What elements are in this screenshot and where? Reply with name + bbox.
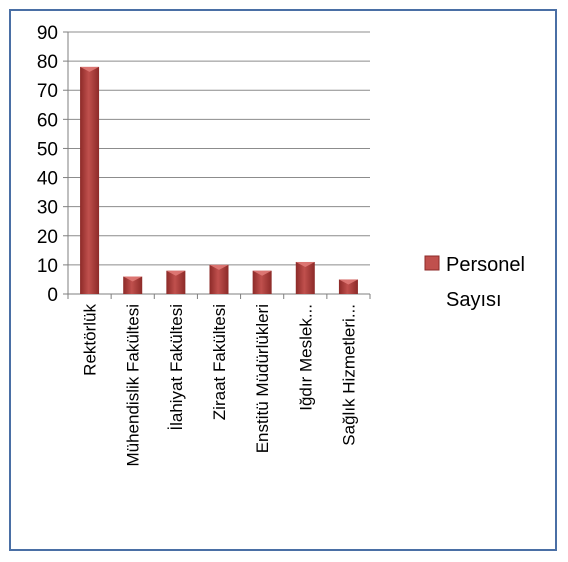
x-tick-label: Iğdır Meslek... (296, 304, 315, 411)
bar-body (295, 261, 315, 294)
legend-swatch (424, 255, 440, 271)
legend-label-line-1: Personel (446, 254, 525, 276)
y-tick-label: 20 (37, 227, 58, 248)
y-tick-labels: 0 10 20 30 40 50 60 70 80 90 (37, 23, 58, 306)
chart-frame (9, 9, 557, 551)
x-tick-label: İlahiyat Fakültesi (167, 304, 186, 431)
bar-cap (123, 276, 143, 282)
bar-body (80, 66, 100, 294)
bar-body (209, 264, 229, 294)
x-tick-label: Sağlık Hizmetleri... (339, 304, 358, 446)
bar-cap (166, 270, 186, 276)
y-tick-label: 40 (37, 169, 58, 190)
bar-cap (295, 261, 315, 267)
bar (252, 270, 272, 294)
x-tick-label: Mühendislik Fakültesi (124, 304, 143, 467)
x-tick-label: Rektörlük (81, 304, 100, 376)
legend-label-line-2: Sayısı (446, 289, 502, 311)
bar (166, 270, 186, 294)
bar (80, 66, 100, 294)
bars (80, 66, 358, 294)
x-tick-label: Enstitü Müdürlükleri (253, 304, 272, 453)
bar-body (338, 279, 358, 294)
bar (338, 279, 358, 294)
y-tick-label: 10 (37, 256, 58, 277)
x-tick-label: Ziraat Fakültesi (210, 304, 229, 420)
y-tick-label: 70 (37, 81, 58, 102)
bar-cap (338, 279, 358, 285)
y-tick-label: 30 (37, 198, 58, 219)
bar (123, 276, 143, 294)
bar-body (166, 270, 186, 294)
bar (209, 264, 229, 294)
bar-body (252, 270, 272, 294)
x-tick-labels: Rektörlük Mühendislik Fakültesi İlahiyat F… (81, 304, 359, 467)
bar-cap (252, 270, 272, 276)
bar-cap (209, 264, 229, 270)
y-tick-label: 80 (37, 52, 58, 73)
y-tick-label: 0 (47, 285, 58, 306)
legend: Personel Sayısı (424, 254, 525, 311)
y-tick-label: 90 (37, 23, 58, 44)
bar-body (123, 276, 143, 294)
y-tick-label: 60 (37, 110, 58, 131)
axes (63, 31, 371, 299)
gridlines (68, 31, 370, 266)
bar-cap (80, 66, 100, 72)
y-tick-label: 50 (37, 139, 58, 160)
bar (295, 261, 315, 294)
